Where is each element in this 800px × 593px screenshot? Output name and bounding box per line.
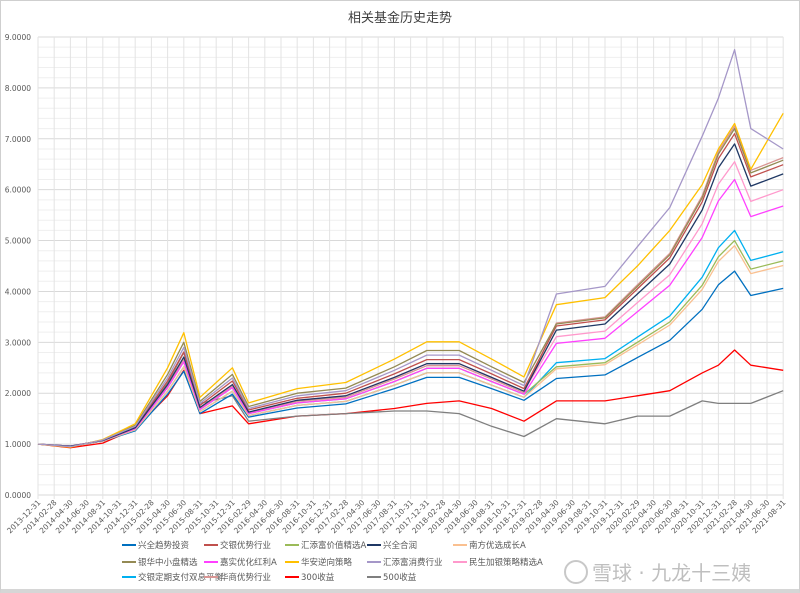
legend-label: 兴全合润 [383, 540, 417, 551]
legend-item: 民生加银策略精选A [453, 557, 543, 568]
y-tick-label: 3.0000 [5, 338, 31, 347]
series-lines [37, 49, 784, 449]
legend-label: 华商优势行业 [220, 572, 271, 583]
legend-label: 300收益 [301, 572, 335, 583]
series-line [37, 351, 784, 448]
grid [37, 36, 784, 499]
series-line [37, 125, 784, 447]
legend-item: 汇添富价值精选A [285, 540, 367, 551]
legend-item: 嘉实优化红利A [204, 557, 277, 568]
legend-label: 500收益 [383, 572, 417, 583]
x-axis: 2013-12-312014-02-282014-04-302014-06-30… [5, 498, 788, 535]
legend-label: 交银定期支付双息平衡 [138, 572, 224, 583]
legend-item: 银华中小盘精选 [122, 557, 198, 568]
legend-label: 民生加银策略精选A [469, 557, 543, 568]
y-axis: 0.0000 1.0000 2.0000 3.0000 4.0000 5.0000 6.00… [5, 33, 31, 500]
y-tick-label: 2.0000 [5, 389, 31, 398]
legend-label: 兴全趋势投资 [138, 540, 190, 551]
legend-label: 汇添富消费行业 [383, 557, 443, 568]
y-tick-label: 6.0000 [5, 186, 31, 195]
legend-label: 华安逆向策略 [301, 557, 353, 568]
chart-title: 相关基金历史走势 [348, 10, 452, 26]
legend-label: 南方优选成长A [469, 540, 526, 551]
y-tick-label: 0.0000 [5, 491, 31, 500]
y-tick-label: 5.0000 [5, 237, 31, 246]
watermark-text: 雪球 · 九龙十三姨 [592, 561, 751, 585]
legend-label: 银华中小盘精选 [138, 557, 198, 568]
series-line [37, 178, 784, 447]
series-line [37, 127, 784, 448]
series-line [37, 244, 784, 447]
series-line [37, 112, 784, 448]
y-tick-label: 9.0000 [5, 33, 31, 42]
legend-label: 交银优势行业 [220, 540, 271, 551]
legend-item: 华安逆向策略 [285, 557, 353, 568]
legend-item: 汇添富消费行业 [367, 557, 443, 568]
legend: 兴全趋势投资 交银优势行业 汇添富价值精选A 兴全合润 南方优选成长A 银华中小盘精选 嘉实… [122, 540, 543, 583]
legend-item: 交银优势行业 [204, 540, 271, 551]
series-line [37, 49, 784, 448]
series-line [37, 133, 784, 448]
legend-item: 华商优势行业 [204, 572, 271, 583]
y-tick-label: 8.0000 [5, 84, 31, 93]
series-line [37, 349, 784, 449]
legend-label: 嘉实优化红利A [220, 557, 277, 568]
legend-item: 南方优选成长A [453, 540, 526, 551]
y-tick-label: 7.0000 [5, 135, 31, 144]
series-line [37, 143, 784, 447]
y-tick-label: 4.0000 [5, 287, 31, 296]
y-tick-label: 1.0000 [5, 440, 31, 449]
legend-item: 兴全趋势投资 [122, 540, 190, 551]
legend-item: 兴全合润 [367, 540, 417, 551]
legend-item: 500收益 [367, 572, 417, 583]
series-line [37, 270, 784, 447]
legend-item: 300收益 [285, 572, 335, 583]
legend-label: 汇添富价值精选A [301, 540, 367, 551]
watermark-logo-icon [564, 560, 588, 584]
legend-item: 交银定期支付双息平衡 [122, 572, 224, 583]
watermark: 雪球 · 九龙十三姨 [564, 560, 751, 585]
